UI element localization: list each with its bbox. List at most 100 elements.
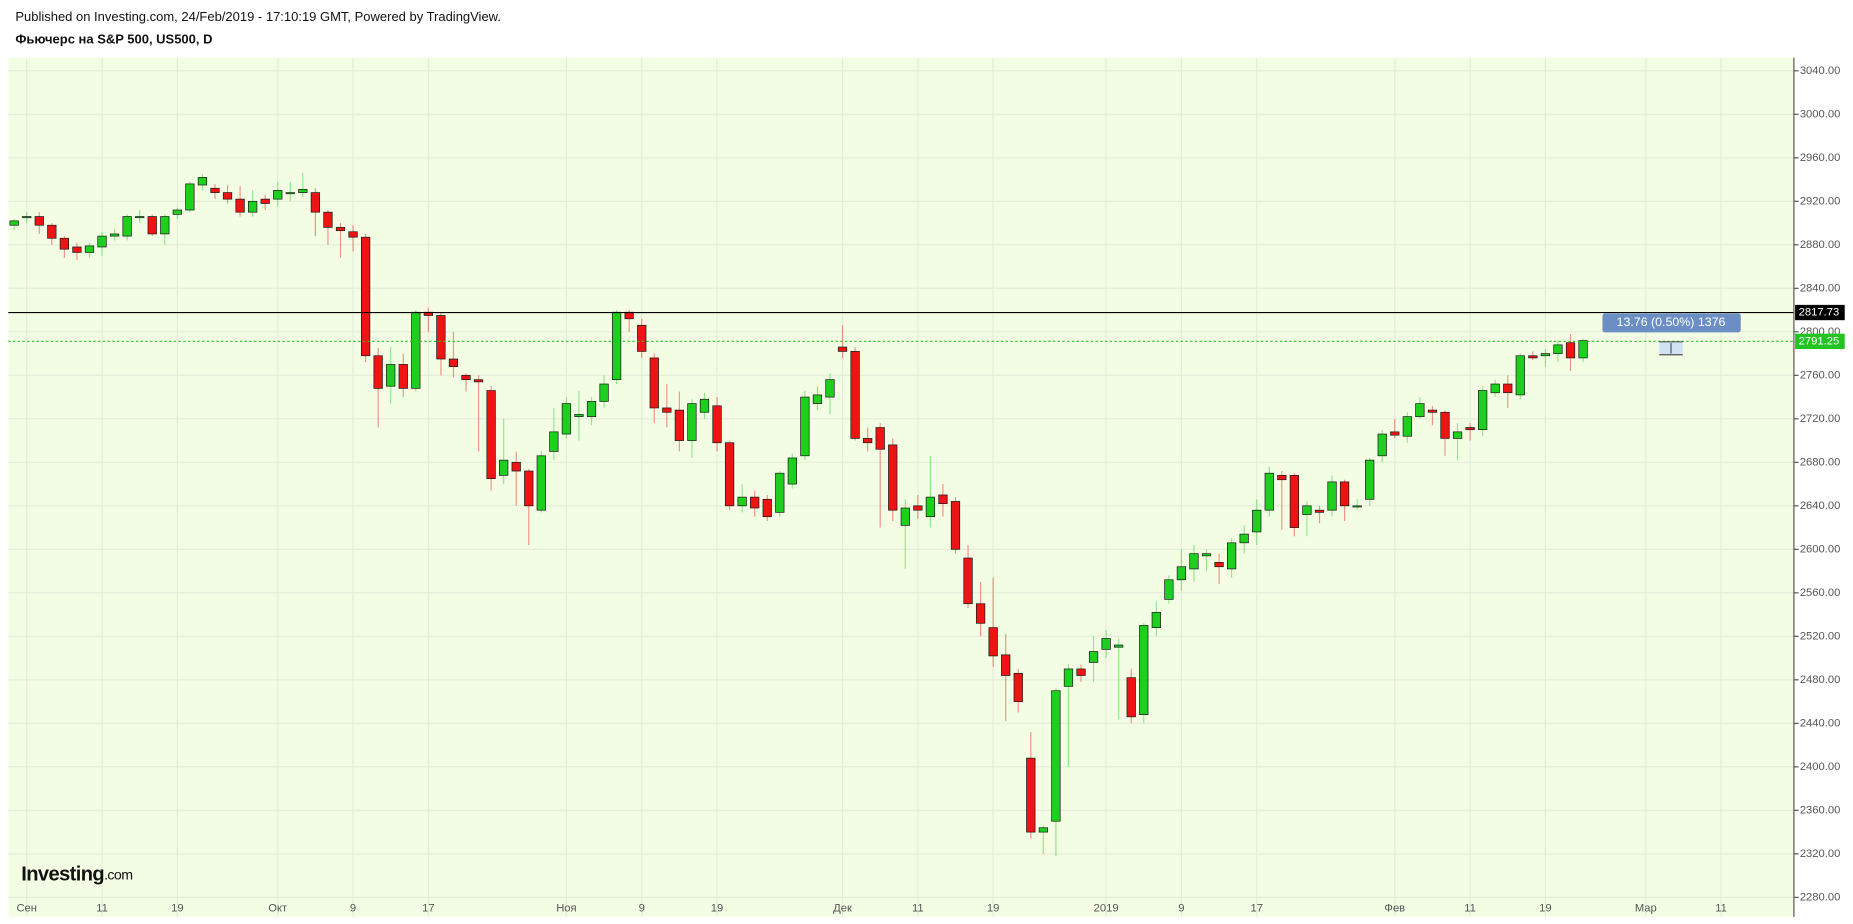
candle-body — [561, 403, 572, 435]
candle-body — [1189, 553, 1199, 570]
y-tick-label: 2880.00 — [1800, 239, 1841, 251]
candle-body — [1239, 533, 1249, 544]
candle-body — [850, 351, 860, 439]
x-tick-label: 9 — [350, 903, 356, 915]
candle-body — [1139, 625, 1149, 715]
candle-body — [22, 216, 32, 219]
y-tick-label: 2720.00 — [1800, 413, 1841, 425]
y-tick-label: 2360.00 — [1800, 804, 1841, 816]
candle-body — [1277, 475, 1287, 481]
candle-body — [1352, 505, 1362, 508]
x-tick-label: Ноя — [556, 903, 576, 915]
x-tick-label: 17 — [1250, 903, 1262, 915]
candle-body — [988, 627, 998, 657]
candle-body — [248, 200, 258, 213]
x-tick-label: Сен — [16, 903, 37, 915]
y-tick-label: 2680.00 — [1800, 456, 1841, 468]
candle-body — [235, 198, 245, 213]
candle-body — [160, 216, 170, 235]
measure-label: 13.76 (0.50%) 1376 — [1617, 315, 1726, 329]
candle-body — [938, 494, 948, 505]
price-label: 2791.25 — [1799, 335, 1840, 347]
candle-body — [1515, 355, 1525, 396]
y-tick-label: 3000.00 — [1800, 108, 1841, 120]
candle-body — [975, 603, 986, 624]
candle-body — [222, 192, 233, 200]
x-tick-label: 9 — [1178, 903, 1184, 915]
candle-body — [963, 557, 973, 605]
x-tick-label: 11 — [1715, 903, 1727, 915]
x-tick-label: 2019 — [1094, 903, 1119, 915]
candle-body — [1452, 431, 1463, 439]
y-tick-label: 2920.00 — [1800, 195, 1841, 207]
candle-body — [273, 190, 283, 200]
y-tick-label: 2440.00 — [1800, 717, 1841, 729]
candle-body — [1528, 355, 1538, 359]
candle-body — [724, 442, 735, 507]
candle-body — [1578, 340, 1588, 359]
logo: Investing.com — [21, 864, 132, 886]
candle-body — [637, 324, 647, 352]
candle-body — [335, 227, 346, 232]
candle-body — [825, 379, 835, 398]
candle-body — [373, 355, 383, 389]
x-tick-label: 9 — [639, 903, 645, 915]
candle-body — [1565, 342, 1576, 359]
candle-body — [285, 192, 295, 195]
candle-body — [1013, 672, 1023, 702]
y-tick-label: 2960.00 — [1800, 152, 1841, 164]
candle-body — [310, 192, 321, 213]
candle-body — [448, 358, 459, 367]
plot-area — [8, 57, 1794, 917]
candle-body — [185, 183, 195, 211]
candle-body — [1465, 427, 1475, 431]
y-tick-label: 3040.00 — [1800, 65, 1841, 77]
y-tick-label: 2640.00 — [1800, 500, 1841, 512]
candle-body — [913, 505, 923, 511]
candle-body — [599, 383, 609, 402]
grid — [8, 57, 1794, 917]
candle-body — [950, 501, 961, 550]
candle-body — [1151, 612, 1161, 628]
candle-body — [473, 379, 484, 383]
candle-body — [1427, 409, 1438, 413]
measure-box — [1602, 313, 1741, 333]
candle-body — [9, 220, 19, 226]
candle-body — [750, 496, 760, 509]
candle-body — [486, 390, 496, 479]
candle-body — [787, 457, 797, 485]
candle-body — [1038, 827, 1048, 833]
x-tick-label: 17 — [422, 903, 434, 915]
candle-body — [34, 216, 44, 226]
y-tick-label: 2400.00 — [1800, 761, 1841, 773]
candle-body — [197, 177, 208, 186]
candle-body — [762, 498, 772, 518]
candle-body — [775, 472, 785, 513]
y-tick-label: 2320.00 — [1800, 848, 1841, 860]
candle-body — [875, 427, 885, 450]
candle-body — [147, 216, 157, 235]
x-tick-label: Дек — [833, 903, 852, 915]
candle-body — [712, 405, 722, 444]
candle-body — [411, 311, 421, 389]
candle-body — [1339, 481, 1350, 507]
candle-body — [536, 455, 546, 511]
candle-body — [461, 374, 471, 381]
candle-body — [1252, 509, 1262, 533]
chart-title: Фьючерс на S&P 500, US500, D — [15, 32, 212, 47]
candle-body — [624, 311, 634, 320]
x-tick-label: Мар — [1635, 903, 1657, 915]
candle-body — [499, 459, 509, 476]
candle-body — [1402, 416, 1412, 437]
candle-body — [888, 444, 898, 511]
candle-body — [260, 198, 270, 204]
candle-body — [800, 396, 810, 457]
y-tick-label: 2280.00 — [1800, 891, 1841, 903]
y-tick-label: 2600.00 — [1800, 543, 1841, 555]
candle-body — [172, 209, 182, 215]
candle-body — [812, 394, 823, 404]
candle-body — [1327, 481, 1337, 511]
candle-body — [1365, 459, 1375, 500]
candle-body — [574, 414, 584, 418]
candle-body — [47, 224, 57, 239]
